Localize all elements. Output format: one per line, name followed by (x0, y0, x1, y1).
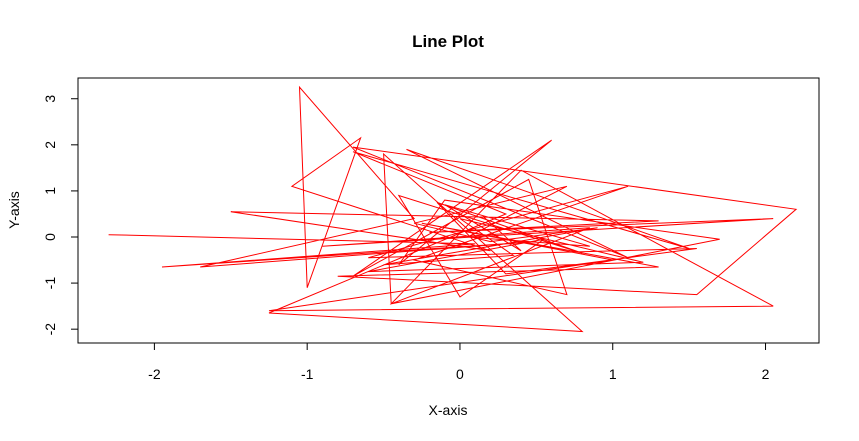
y-tick-label: -1 (42, 277, 58, 290)
y-tick-label: 1 (42, 187, 58, 195)
x-axis-label: X-axis (429, 402, 468, 418)
x-tick-label: 1 (609, 366, 617, 382)
plot-area (77, 77, 820, 344)
y-tick-label: 3 (42, 95, 58, 103)
chart-title: Line Plot (412, 32, 484, 51)
y-axis-label: Y-axis (6, 191, 22, 229)
y-tick-label: -2 (42, 323, 58, 336)
y-axis: -2 -1 0 1 2 3 (42, 95, 79, 336)
x-tick-label: 0 (456, 366, 464, 382)
series-line-0 (108, 85, 798, 333)
y-tick-label: 0 (42, 233, 58, 241)
x-tick-label: -2 (148, 366, 161, 382)
y-tick-label: 2 (42, 141, 58, 149)
x-tick-label: 2 (762, 366, 770, 382)
series-layer (108, 85, 798, 333)
x-axis: -2 -1 0 1 2 (148, 342, 770, 382)
x-tick-label: -1 (301, 366, 314, 382)
